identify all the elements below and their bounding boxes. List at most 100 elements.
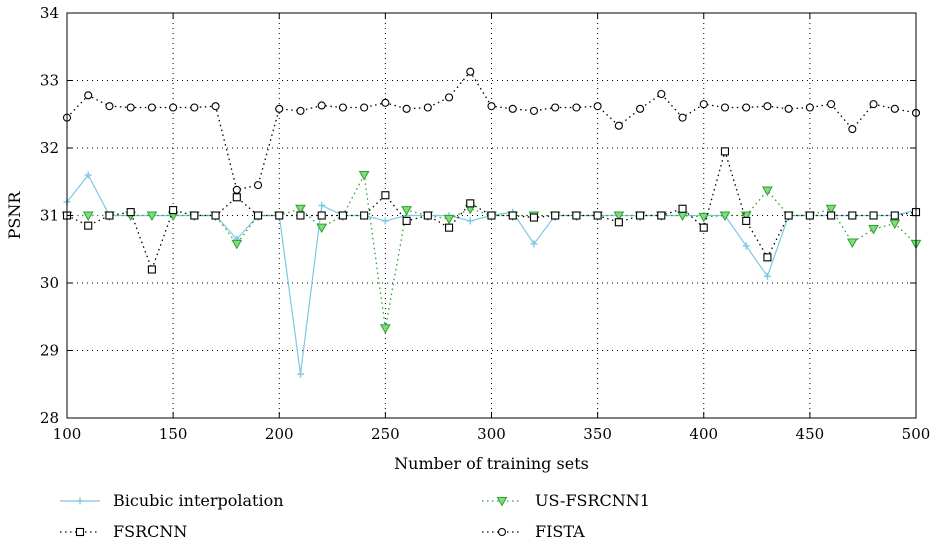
data-point-3-35	[805, 103, 814, 112]
data-point-3-11	[296, 106, 305, 115]
data-point-1-12	[316, 223, 328, 234]
x-tick-label: 450	[796, 425, 825, 443]
data-point-1-36	[825, 204, 837, 215]
data-point-3-28	[657, 89, 666, 99]
data-point-3-12	[317, 101, 326, 110]
data-point-3-26	[614, 121, 623, 130]
data-point-3-32	[742, 103, 751, 112]
data-point-2-21	[508, 211, 517, 220]
series-line-0	[66, 173, 917, 375]
data-point-2-32	[742, 216, 751, 225]
data-point-2-25	[593, 211, 602, 220]
data-point-3-17	[423, 103, 432, 112]
data-point-2-2	[105, 211, 114, 220]
data-point-3-18	[444, 93, 454, 102]
data-point-1-15	[380, 324, 391, 334]
legend-label-3: FISTA	[535, 522, 585, 541]
legend-marker-2	[75, 527, 85, 537]
data-point-1-30	[698, 212, 710, 223]
data-point-0-15	[381, 217, 389, 225]
data-point-2-11	[296, 211, 305, 220]
data-point-1-14	[358, 171, 370, 181]
data-point-3-21	[508, 104, 517, 113]
data-point-3-25	[593, 102, 602, 111]
data-point-3-22	[529, 106, 539, 115]
data-point-3-39	[890, 104, 899, 113]
x-axis-title: Number of training sets	[394, 454, 589, 473]
data-point-2-13	[338, 211, 347, 220]
series-0	[63, 171, 920, 378]
data-point-2-38	[869, 211, 878, 220]
data-point-2-12	[317, 211, 326, 220]
data-point-3-24	[572, 103, 581, 112]
data-point-1-38	[868, 225, 879, 235]
data-point-2-26	[614, 218, 623, 227]
y-tick-label: 33	[40, 72, 59, 90]
data-point-3-15	[381, 98, 390, 107]
data-point-0-19	[466, 217, 474, 225]
data-point-1-37	[846, 238, 858, 249]
data-point-2-33	[763, 253, 772, 262]
series-layer	[61, 67, 922, 378]
legend-label-2: FSRCNN	[113, 522, 187, 541]
legend-label-0: Bicubic interpolation	[113, 491, 284, 510]
data-point-1-4	[146, 211, 158, 222]
series-3	[62, 67, 921, 194]
legend-label-1: US-FSRCNN1	[535, 491, 650, 510]
data-point-2-1	[84, 221, 93, 230]
data-point-3-31	[720, 103, 730, 112]
data-point-1-1	[82, 211, 94, 222]
data-point-0-12	[318, 201, 326, 209]
y-axis-title: PSNR	[5, 191, 24, 240]
data-point-1-8	[231, 239, 243, 250]
data-point-3-20	[487, 102, 496, 111]
data-point-3-30	[699, 100, 708, 109]
legend-entry-1: US-FSRCNN1	[482, 491, 650, 510]
y-tick-label: 32	[40, 139, 59, 157]
data-point-1-39	[889, 219, 901, 230]
data-point-0-33	[763, 272, 771, 280]
data-point-3-8	[232, 185, 241, 194]
data-point-3-36	[827, 100, 836, 109]
data-point-2-4	[147, 265, 156, 274]
y-tick-label: 34	[40, 4, 59, 22]
data-point-2-24	[572, 211, 581, 220]
series-line-1	[67, 172, 917, 329]
data-point-2-18	[444, 223, 454, 232]
data-point-2-3	[126, 208, 135, 217]
data-point-2-17	[423, 211, 432, 220]
data-point-3-29	[678, 113, 687, 122]
data-point-3-1	[84, 91, 93, 100]
data-point-0-11	[296, 370, 304, 378]
data-point-3-6	[190, 103, 199, 112]
data-point-2-29	[678, 204, 687, 213]
legend: Bicubic interpolation US-FSRCNN1 FSRCNN FIS…	[60, 491, 650, 541]
data-point-1-16	[401, 206, 412, 216]
data-point-3-7	[211, 102, 220, 111]
data-point-3-27	[636, 104, 645, 113]
legend-marker-0	[76, 497, 84, 505]
data-point-2-37	[848, 211, 857, 220]
data-point-3-37	[848, 125, 857, 134]
y-tick-label: 28	[40, 409, 59, 427]
series-2	[62, 147, 921, 274]
data-point-2-10	[275, 211, 284, 220]
data-point-2-16	[402, 216, 411, 225]
data-point-3-13	[338, 103, 347, 112]
data-point-2-8	[232, 193, 241, 202]
data-point-2-20	[487, 211, 496, 220]
x-tick-label: 400	[689, 425, 718, 443]
data-point-3-14	[360, 103, 369, 112]
data-point-3-38	[869, 100, 878, 109]
data-point-0-1	[84, 171, 92, 179]
data-point-2-9	[253, 211, 263, 220]
data-point-1-11	[295, 204, 306, 215]
data-point-3-16	[402, 104, 411, 113]
legend-entry-0: Bicubic interpolation	[60, 491, 284, 510]
data-point-2-35	[805, 211, 814, 220]
series-line-2	[66, 149, 917, 272]
data-point-3-10	[275, 104, 284, 113]
data-point-2-31	[720, 147, 730, 156]
data-point-1-26	[613, 211, 625, 222]
x-tick-label: 500	[902, 425, 931, 443]
